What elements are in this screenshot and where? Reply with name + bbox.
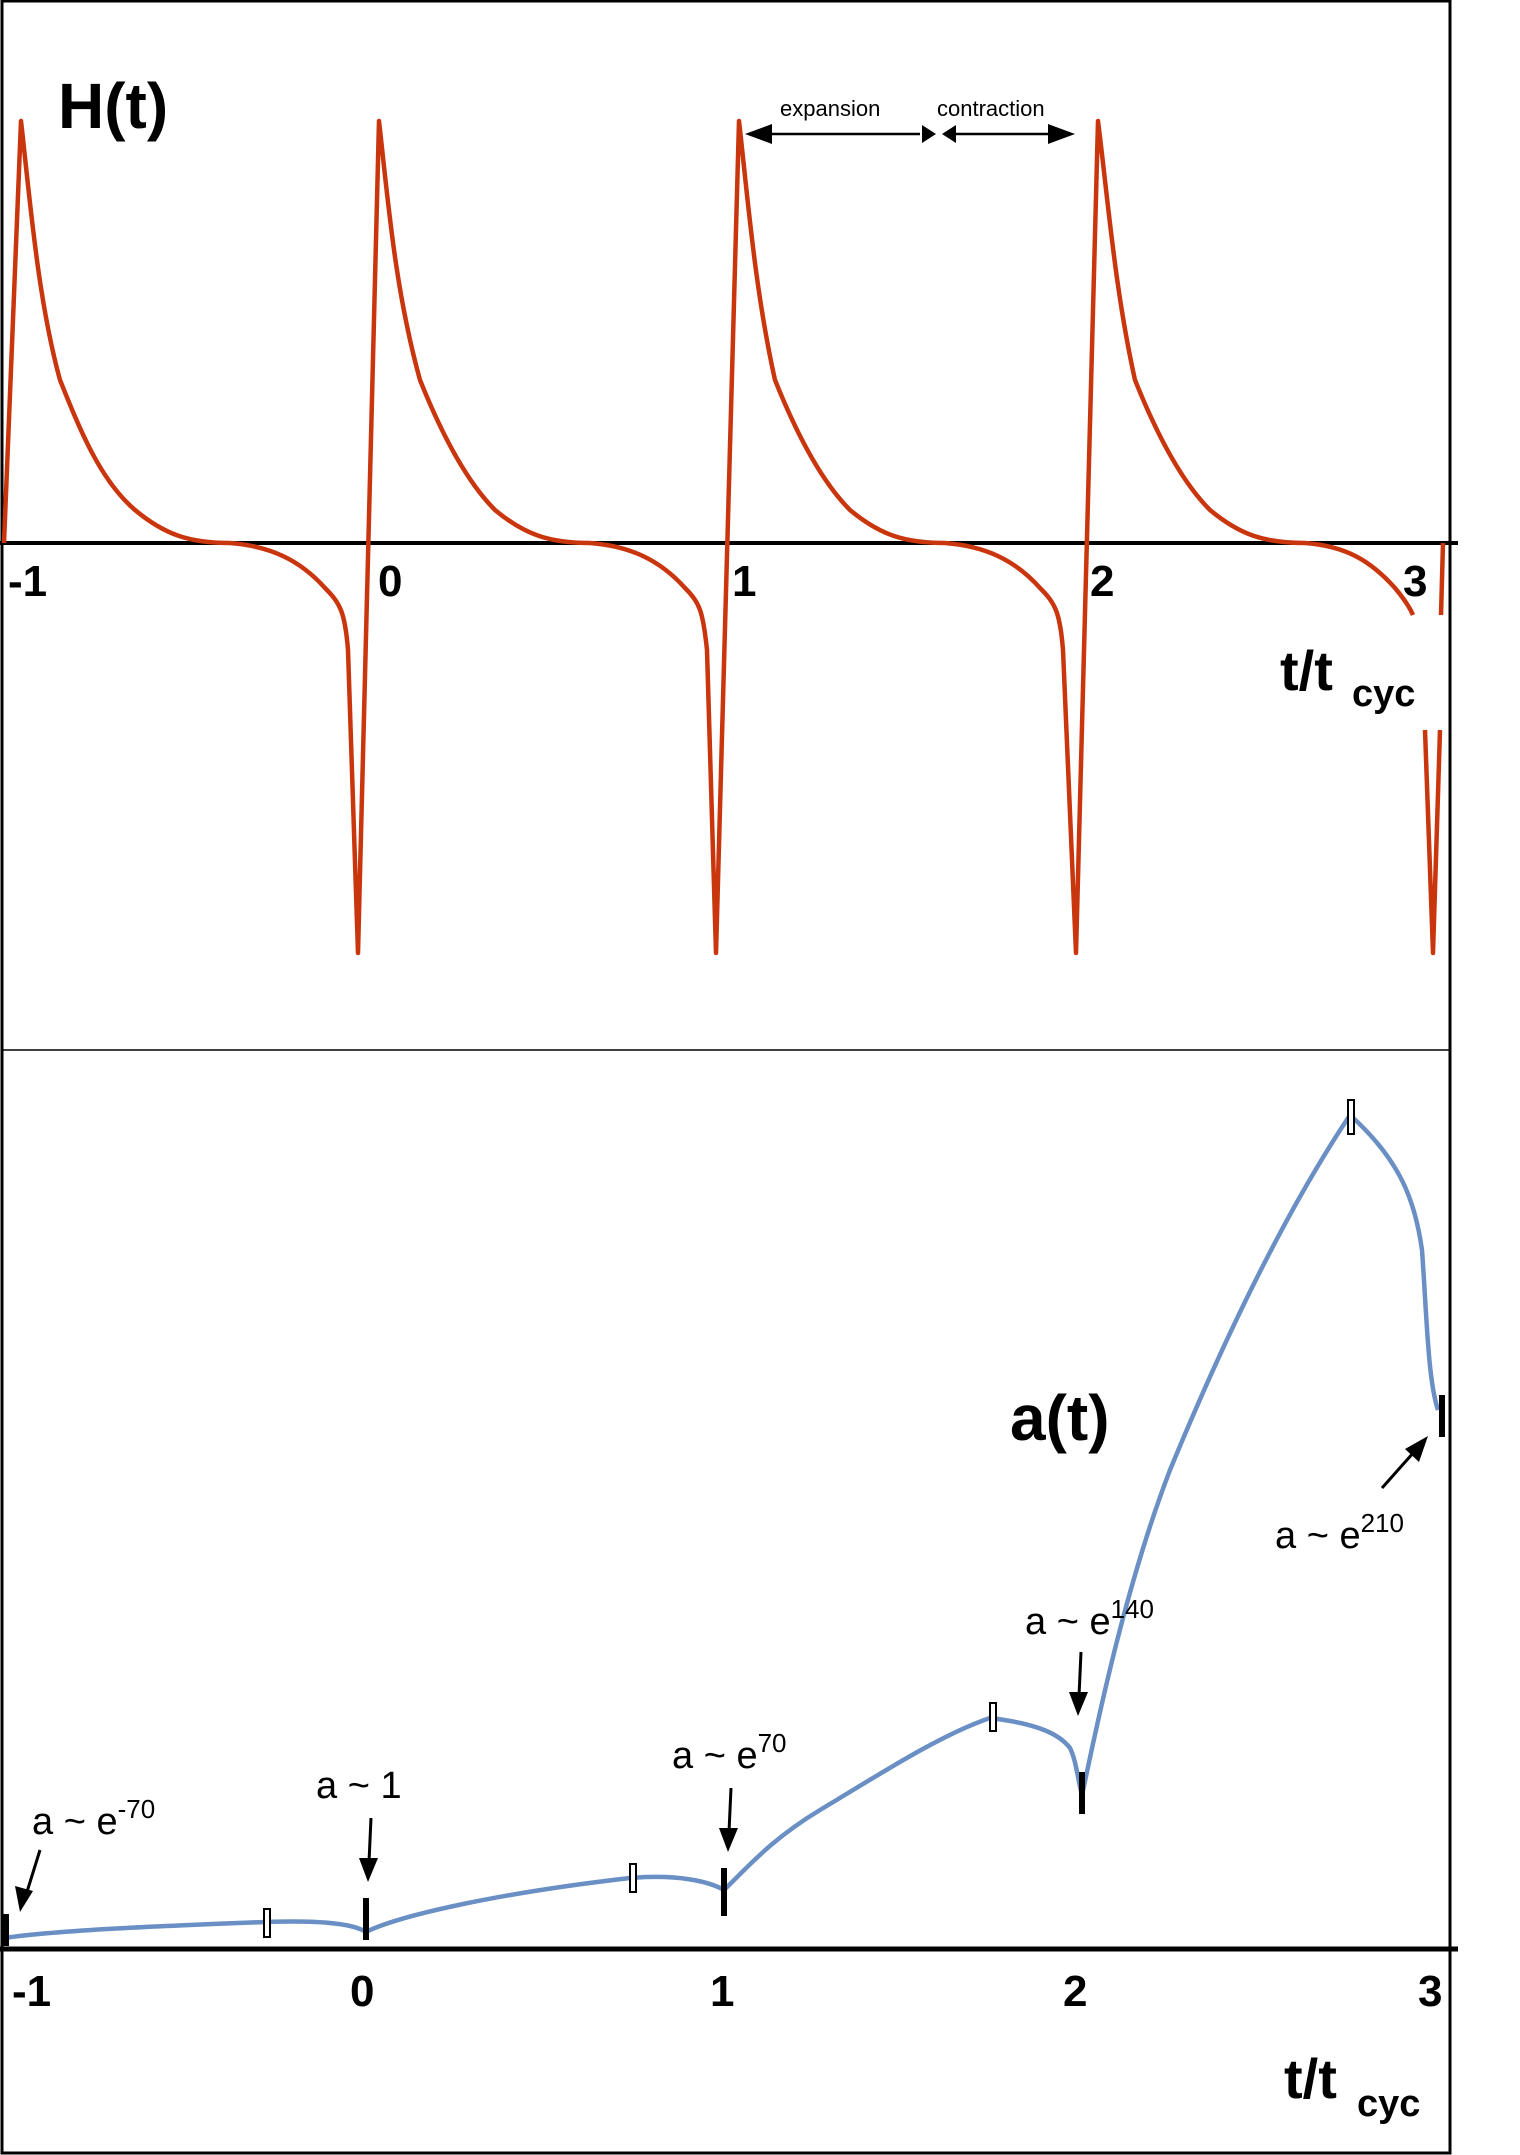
phase-arrows: expansion contraction: [745, 96, 1075, 144]
h-panel-title: H(t): [58, 70, 168, 142]
a-panel: a(t) -1 0 1 2 3 t/t cyc: [0, 1099, 1458, 2125]
expansion-arrowhead-right: [922, 125, 936, 143]
contraction-arrowhead-right: [1048, 124, 1075, 144]
annotation-label: a ~ e210: [1275, 1508, 1404, 1557]
a-tick-label: 0: [350, 1967, 374, 2016]
a-axis-title-sub: cyc: [1357, 2083, 1420, 2125]
arrow-shaft: [727, 1787, 733, 1833]
open-marker: [989, 1702, 997, 1732]
annotation-label: a ~ e70: [672, 1728, 787, 1777]
arrowhead: [719, 1828, 738, 1852]
a-bar-markers: [3, 1395, 1445, 1946]
a-tick-label: 3: [1418, 1967, 1442, 2016]
contraction-arrowhead-left: [942, 125, 956, 143]
a-curve: [3, 1112, 1441, 1941]
open-marker: [629, 1863, 637, 1893]
h-axis-title-sub: cyc: [1352, 673, 1415, 715]
h-curve: [1, 118, 1416, 956]
annotation-label: a ~ e140: [1025, 1594, 1154, 1643]
arrow-shaft: [1077, 1651, 1083, 1697]
expansion-arrowhead-left: [745, 124, 772, 144]
a-open-markers: [263, 1099, 1355, 1938]
arrowhead: [15, 1886, 33, 1912]
contraction-label: contraction: [937, 96, 1045, 121]
a-tick-label: 1: [710, 1967, 734, 2016]
arrowhead: [359, 1858, 378, 1882]
a-tick-labels: -1 0 1 2 3: [12, 1967, 1442, 2016]
h-tick-label: 1: [732, 557, 756, 606]
h-tick-labels: -1 0 1 2 3: [8, 557, 1427, 606]
h-tick-label: 3: [1403, 557, 1427, 606]
expansion-label: expansion: [780, 96, 880, 121]
h-tick-label: -1: [8, 557, 47, 606]
a-annotation-arrows: [15, 1436, 1428, 1912]
h-panel: H(t) -1 0 1 2 3 t/t cyc expansion contra…: [0, 70, 1458, 956]
h-axis-title: t/t cyc: [1280, 639, 1415, 715]
a-tick-label: -1: [12, 1967, 51, 2016]
a-annotations: a ~ e-70 a ~ 1 a ~ e70 a ~ e140 a ~ e210: [32, 1508, 1404, 1843]
h-tick-label: 2: [1090, 557, 1114, 606]
arrow-shaft: [1380, 1451, 1416, 1489]
h-curve-tail: [1422, 542, 1446, 956]
arrow-shaft: [367, 1817, 373, 1863]
a-axis-title: t/t cyc: [1284, 2047, 1420, 2125]
arrowhead: [1069, 1692, 1088, 1716]
annotation-label: a ~ e-70: [32, 1794, 155, 1843]
annotation-label: a ~ 1: [316, 1765, 402, 1807]
open-marker: [263, 1908, 271, 1938]
a-axis-title-main: t/t: [1284, 2047, 1337, 2110]
a-panel-title: a(t): [1010, 1382, 1110, 1454]
h-axis-title-main: t/t: [1280, 639, 1333, 702]
arrowhead: [1405, 1436, 1428, 1462]
figure-frame: [0, 0, 1452, 2155]
arrow-shaft: [24, 1849, 42, 1896]
open-marker: [1347, 1099, 1355, 1135]
a-tick-label: 2: [1063, 1967, 1087, 2016]
h-tick-label: 0: [378, 557, 402, 606]
